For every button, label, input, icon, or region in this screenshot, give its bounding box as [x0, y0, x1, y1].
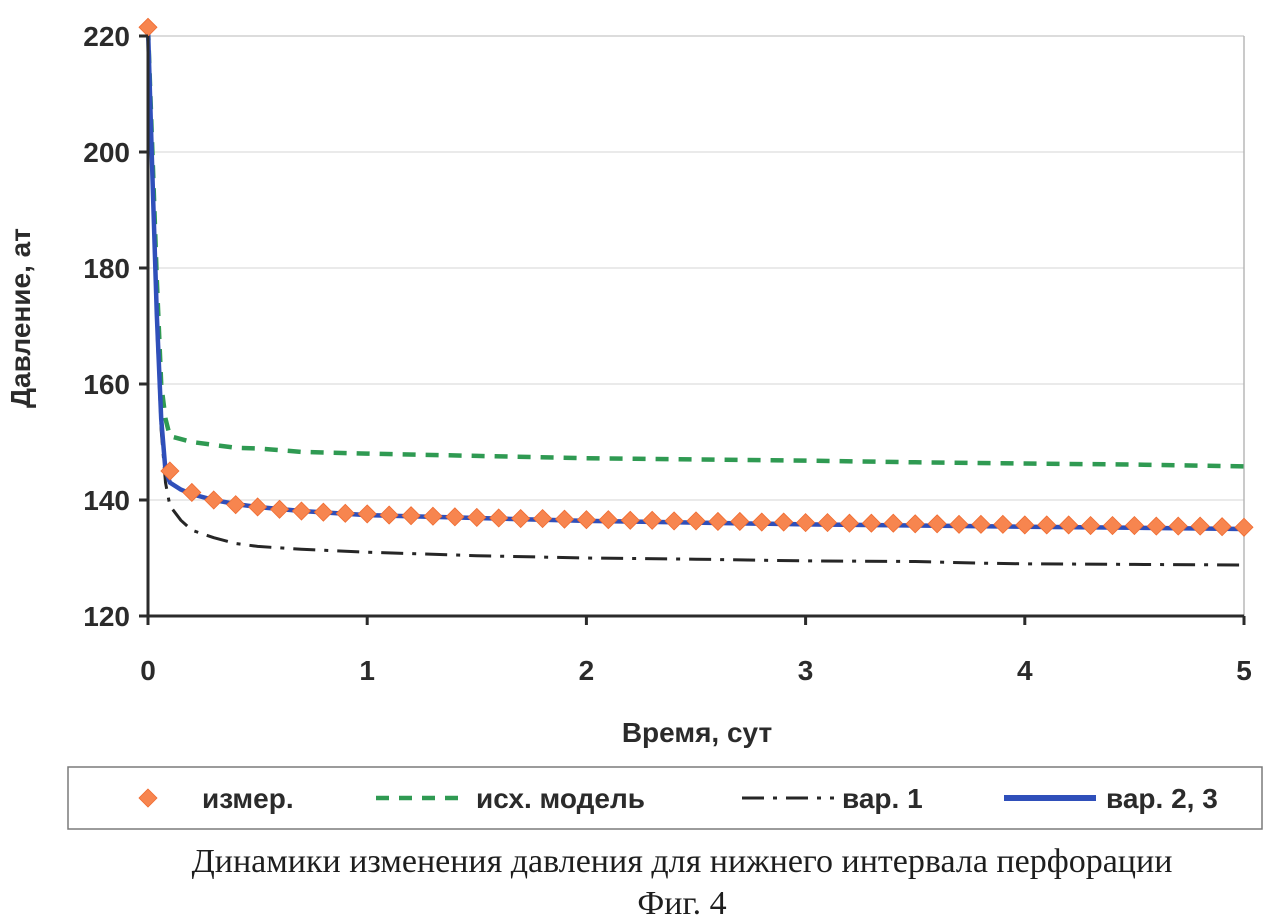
data-point-marker: [1103, 517, 1121, 535]
series-1-line: [148, 27, 1244, 466]
data-point-marker: [249, 498, 267, 516]
data-point-marker: [424, 507, 442, 525]
data-point-marker: [534, 510, 552, 528]
grid-lines: [148, 36, 1244, 500]
data-point-marker: [1147, 517, 1165, 535]
data-point-marker: [753, 513, 771, 531]
axes: [139, 36, 1244, 625]
data-point-marker: [227, 496, 245, 514]
data-point-marker: [205, 491, 223, 509]
data-point-marker: [577, 511, 595, 529]
legend-label: измер.: [202, 783, 294, 814]
data-point-marker: [687, 512, 705, 530]
data-point-marker: [994, 515, 1012, 533]
data-point-marker: [1191, 517, 1209, 535]
data-point-marker: [665, 512, 683, 530]
y-tick-label: 140: [83, 485, 130, 516]
x-tick-label: 4: [1017, 655, 1033, 686]
y-tick-label: 120: [83, 601, 130, 632]
data-point-marker: [468, 508, 486, 526]
x-tick-label: 5: [1236, 655, 1252, 686]
data-point-marker: [1082, 517, 1100, 535]
data-point-marker: [884, 514, 902, 532]
data-point-marker: [358, 505, 376, 523]
y-tick-labels: 120 140 160 180 200 220: [83, 21, 130, 632]
data-point-marker: [490, 509, 508, 527]
x-tick-label: 3: [798, 655, 814, 686]
legend-label: вар. 1: [842, 783, 923, 814]
data-point-marker: [555, 510, 573, 528]
data-point-marker: [1060, 516, 1078, 534]
y-axis-title: Давление, ат: [5, 228, 36, 408]
data-point-marker: [840, 514, 858, 532]
legend-label: исх. модель: [476, 783, 645, 814]
data-point-marker: [446, 508, 464, 526]
data-point-marker: [972, 515, 990, 533]
data-point-marker: [643, 511, 661, 529]
data-point-marker: [402, 507, 420, 525]
y-tick-label: 160: [83, 369, 130, 400]
series-layer: [139, 18, 1253, 565]
x-tick-labels: 0 1 2 3 4 5: [140, 655, 1252, 686]
data-point-marker: [336, 504, 354, 522]
legend-label: вар. 2, 3: [1106, 783, 1218, 814]
x-tick-label: 1: [359, 655, 375, 686]
figure-number: Фиг. 4: [637, 885, 726, 922]
y-tick-label: 200: [83, 137, 130, 168]
data-point-marker: [599, 511, 617, 529]
data-point-marker: [950, 515, 968, 533]
data-point-marker: [819, 514, 837, 532]
data-point-marker: [709, 512, 727, 530]
data-point-marker: [271, 500, 289, 518]
data-point-marker: [797, 514, 815, 532]
data-point-marker: [1169, 517, 1187, 535]
data-point-marker: [1235, 518, 1253, 536]
x-axis-title: Время, сут: [622, 717, 772, 748]
data-point-marker: [621, 511, 639, 529]
data-point-marker: [1038, 516, 1056, 534]
x-tick-label: 2: [579, 655, 595, 686]
data-point-marker: [139, 18, 157, 36]
data-point-marker: [1125, 517, 1143, 535]
data-point-marker: [906, 515, 924, 533]
x-tick-label: 0: [140, 655, 156, 686]
legend: измер. исх. модель вар. 1 вар. 2, 3: [68, 767, 1262, 829]
series-0-markers: [139, 18, 1253, 536]
figure-caption: Динамики изменения давления для нижнего …: [192, 843, 1173, 880]
data-point-marker: [1213, 518, 1231, 536]
data-point-marker: [1016, 516, 1034, 534]
data-point-marker: [512, 510, 530, 528]
data-point-marker: [292, 502, 310, 520]
data-point-marker: [775, 513, 793, 531]
series-2-line: [148, 27, 1244, 565]
data-point-marker: [862, 514, 880, 532]
y-tick-label: 220: [83, 21, 130, 52]
data-point-marker: [183, 483, 201, 501]
data-point-marker: [928, 515, 946, 533]
data-point-marker: [314, 503, 332, 521]
data-point-marker: [380, 506, 398, 524]
data-point-marker: [731, 512, 749, 530]
y-tick-label: 180: [83, 253, 130, 284]
